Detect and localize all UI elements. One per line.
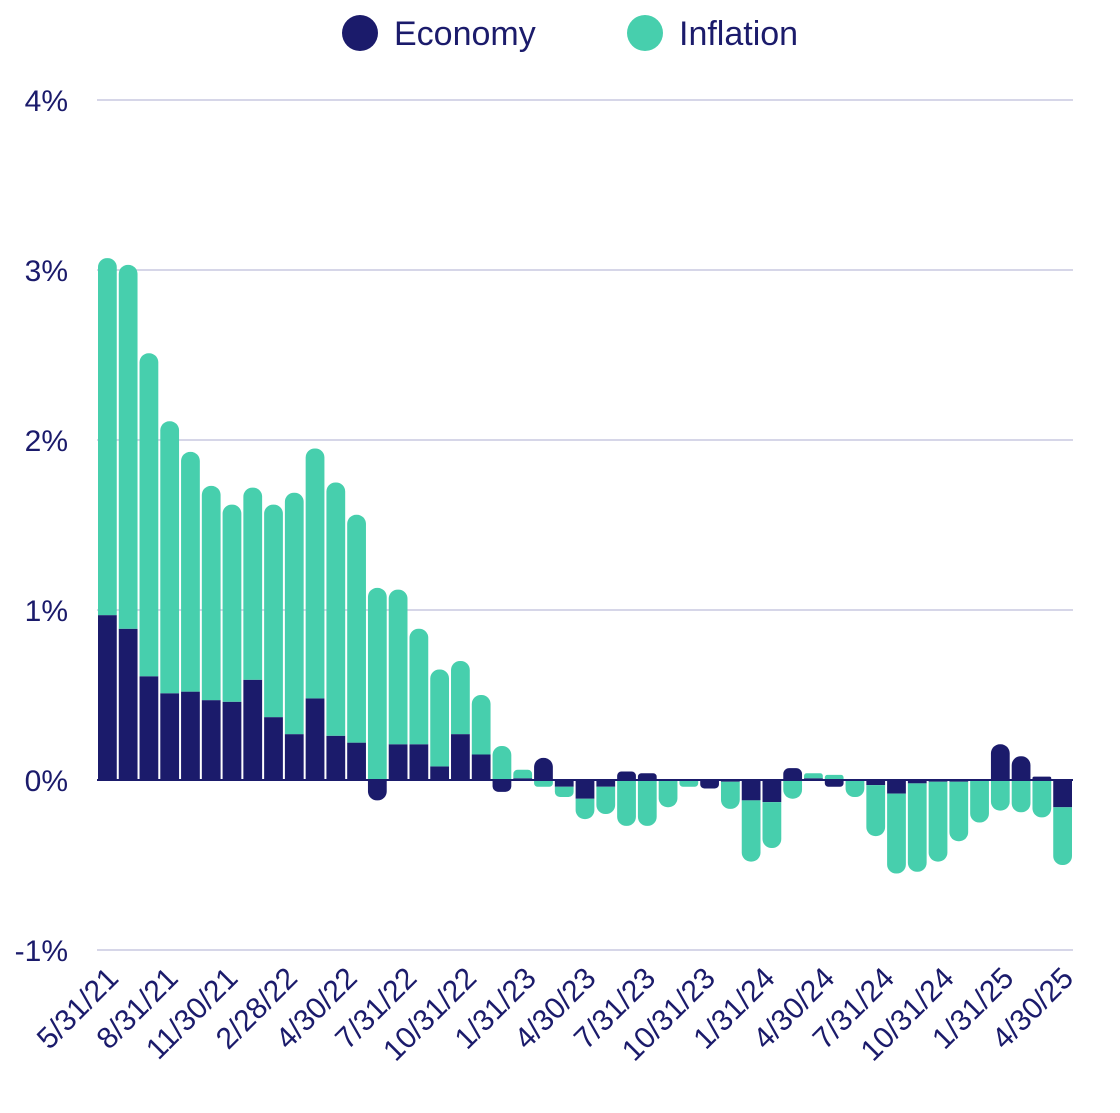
bar-economy bbox=[990, 744, 1010, 780]
legend: Economy Inflation bbox=[342, 15, 798, 53]
bar-economy bbox=[866, 780, 886, 786]
bar-economy bbox=[471, 754, 491, 780]
y-axis: 4% 3% 2% 1% 0% -1% bbox=[15, 85, 68, 968]
bar-economy bbox=[575, 780, 595, 799]
bar-economy bbox=[326, 735, 346, 780]
bar-economy bbox=[430, 766, 450, 780]
bar-economy bbox=[534, 757, 553, 780]
bar-inflation bbox=[845, 780, 865, 797]
bar-inflation bbox=[575, 798, 595, 820]
bar-economy bbox=[201, 700, 221, 780]
bar-economy bbox=[388, 744, 408, 780]
bar-economy bbox=[98, 615, 117, 780]
bar-inflation bbox=[783, 780, 803, 799]
bar-inflation bbox=[451, 661, 470, 735]
bar-economy bbox=[783, 768, 803, 780]
bar-economy bbox=[617, 771, 636, 780]
y-tick-label: 1% bbox=[25, 595, 68, 628]
bar-economy bbox=[451, 734, 470, 780]
legend-label-inflation: Inflation bbox=[679, 15, 798, 53]
bar-inflation bbox=[534, 780, 553, 787]
bar-economy bbox=[741, 780, 761, 801]
bars bbox=[98, 258, 1072, 874]
bar-economy bbox=[160, 693, 180, 780]
bar-economy bbox=[492, 780, 512, 792]
bar-inflation bbox=[367, 587, 387, 780]
bar-inflation bbox=[554, 786, 574, 797]
bar-inflation bbox=[264, 504, 283, 718]
bar-inflation bbox=[596, 786, 616, 814]
bar-inflation bbox=[1053, 807, 1072, 865]
bar-inflation bbox=[762, 802, 782, 848]
y-tick-label: -1% bbox=[15, 935, 68, 968]
bar-inflation bbox=[804, 773, 823, 779]
bar-inflation bbox=[222, 504, 242, 702]
y-tick-label: 2% bbox=[25, 425, 68, 458]
bar-inflation bbox=[326, 482, 346, 736]
bar-inflation bbox=[181, 451, 200, 692]
bar-inflation bbox=[887, 793, 906, 874]
bar-economy bbox=[1011, 756, 1031, 780]
bar-inflation bbox=[679, 780, 699, 787]
bar-inflation bbox=[409, 628, 429, 745]
bar-inflation bbox=[347, 514, 366, 743]
bar-economy bbox=[700, 780, 719, 789]
bar-economy bbox=[181, 691, 200, 780]
y-tick-label: 0% bbox=[25, 765, 68, 798]
bar-economy bbox=[1053, 780, 1072, 808]
bar-inflation bbox=[824, 774, 844, 780]
legend-swatch-economy bbox=[342, 15, 378, 51]
bar-inflation bbox=[430, 669, 450, 767]
bar-inflation bbox=[305, 448, 325, 699]
bar-economy bbox=[139, 676, 159, 780]
bar-economy bbox=[554, 780, 574, 787]
bar-economy bbox=[222, 701, 242, 780]
bar-inflation bbox=[388, 589, 408, 745]
bar-inflation bbox=[243, 487, 263, 680]
bar-inflation bbox=[658, 780, 678, 808]
bar-inflation bbox=[928, 781, 948, 862]
bar-economy bbox=[243, 679, 263, 780]
bar-economy bbox=[762, 780, 782, 803]
bar-economy bbox=[305, 698, 325, 780]
y-tick-label: 3% bbox=[25, 255, 68, 288]
bar-inflation bbox=[201, 485, 221, 701]
bar-inflation bbox=[1011, 780, 1031, 813]
bar-economy bbox=[596, 780, 616, 787]
bar-economy bbox=[887, 780, 906, 794]
bar-economy bbox=[284, 734, 304, 780]
bar-inflation bbox=[471, 695, 491, 755]
bar-inflation bbox=[720, 781, 740, 809]
bar-economy bbox=[409, 744, 429, 780]
bar-economy bbox=[367, 780, 387, 801]
bar-inflation bbox=[990, 780, 1010, 811]
bar-inflation bbox=[741, 800, 761, 862]
bar-inflation bbox=[637, 780, 657, 826]
bar-inflation bbox=[949, 781, 969, 842]
bar-economy bbox=[264, 717, 283, 780]
bar-inflation bbox=[970, 780, 989, 823]
bar-economy bbox=[118, 628, 138, 780]
bar-inflation bbox=[284, 492, 304, 735]
bar-inflation bbox=[160, 421, 180, 694]
bar-inflation bbox=[139, 353, 159, 677]
bar-inflation bbox=[617, 780, 636, 826]
bar-economy bbox=[637, 773, 657, 780]
bar-inflation bbox=[907, 783, 927, 872]
bar-economy bbox=[824, 780, 844, 787]
bar-inflation bbox=[98, 258, 117, 616]
bar-inflation bbox=[492, 746, 512, 780]
bar-inflation bbox=[513, 769, 533, 779]
legend-label-economy: Economy bbox=[394, 15, 536, 53]
bar-inflation bbox=[866, 785, 886, 837]
y-tick-label: 4% bbox=[25, 85, 68, 118]
bar-economy bbox=[347, 742, 366, 780]
legend-swatch-inflation bbox=[627, 15, 663, 51]
x-axis: 5/31/218/31/2111/30/212/28/224/30/227/31… bbox=[31, 962, 1080, 1068]
bar-inflation bbox=[1032, 780, 1052, 818]
bar-inflation bbox=[118, 264, 138, 629]
